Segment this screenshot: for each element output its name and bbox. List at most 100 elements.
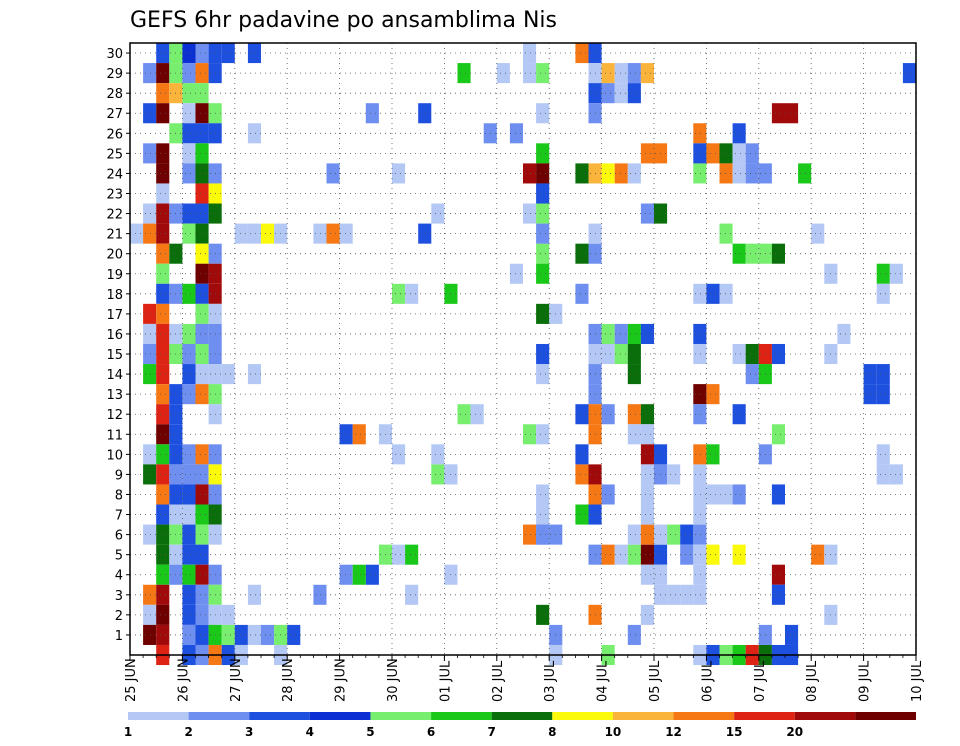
x-tick-label: 27 JUN (229, 658, 244, 702)
heatmap-cell (811, 223, 825, 244)
x-tick-label: 03 JUL (543, 660, 558, 702)
heatmap-cell (182, 484, 196, 505)
heatmap-cell (470, 404, 484, 425)
y-tick-label: 17 (106, 308, 123, 323)
heatmap-cell (876, 444, 890, 465)
heatmap-cell (640, 504, 654, 525)
colorbar-label: 7 (488, 725, 496, 739)
heatmap-cell (667, 584, 681, 605)
heatmap-cell (195, 123, 209, 144)
heatmap-cell (575, 243, 589, 264)
chart-title: GEFS 6hr padavine po ansamblima Nis (130, 8, 557, 33)
heatmap-cell (392, 283, 406, 304)
heatmap-cell (523, 424, 537, 445)
heatmap-cell (693, 504, 707, 525)
colorbar-label: 4 (306, 725, 314, 739)
heatmap-cell (771, 584, 785, 605)
heatmap-cell (182, 323, 196, 344)
heatmap-cell (195, 544, 209, 565)
heatmap-cell (876, 263, 890, 284)
heatmap-cell (195, 504, 209, 525)
heatmap-cell (693, 524, 707, 545)
x-tick-label: 29 JUN (334, 658, 349, 702)
heatmap-cell (732, 404, 746, 425)
heatmap-cell (837, 323, 851, 344)
heatmap-cell (143, 464, 157, 485)
heatmap-cell (719, 223, 733, 244)
heatmap-cell (536, 303, 550, 324)
heatmap-cell (876, 384, 890, 405)
colorbar-swatch (552, 712, 613, 720)
y-tick-label: 14 (106, 368, 123, 383)
colorbar-swatch (734, 712, 795, 720)
heatmap-cell (745, 243, 759, 264)
heatmap-cell (182, 223, 196, 244)
colorbar-swatch (370, 712, 432, 720)
heatmap-cell (706, 484, 720, 505)
heatmap-cell (627, 364, 641, 385)
y-tick-label: 2 (115, 609, 123, 624)
y-tick-label: 9 (115, 468, 123, 483)
colorbar-swatch (431, 712, 492, 720)
colorbar-swatch (309, 712, 371, 720)
heatmap-cell (156, 283, 170, 304)
heatmap-cell (575, 163, 589, 184)
heatmap-cell (247, 584, 261, 605)
heatmap-cell (719, 484, 733, 505)
colorbar: 1 2 3 4 5 6 7 8 10 12 15 20 (124, 712, 916, 739)
heatmap-cell (771, 343, 785, 365)
heatmap-cell (182, 464, 196, 485)
heatmap-cell (523, 43, 537, 64)
colorbar-label: 5 (366, 725, 374, 739)
heatmap-cell (627, 424, 641, 445)
heatmap-cell (195, 63, 209, 84)
heatmap-cell (640, 444, 654, 465)
heatmap-cell (536, 364, 550, 385)
heatmap-cell (156, 223, 170, 244)
heatmap-cell (156, 464, 170, 485)
y-tick-label: 30 (106, 47, 123, 62)
heatmap-cell (182, 604, 196, 625)
heatmap-cell (680, 544, 694, 565)
heatmap-cell (627, 343, 641, 365)
heatmap-cell (745, 364, 759, 385)
heatmap-cell (195, 83, 209, 104)
heatmap-cell (234, 624, 248, 645)
heatmap-cell (182, 364, 196, 385)
heatmap-cell (195, 444, 209, 465)
heatmap-cell (431, 444, 445, 465)
heatmap-cell (575, 464, 589, 485)
heatmap-cell (523, 63, 537, 84)
heatmap-cell (326, 223, 340, 244)
heatmap-cell (627, 163, 641, 184)
heatmap-cell (365, 103, 379, 124)
heatmap-cell (693, 464, 707, 485)
heatmap-cell (195, 343, 209, 365)
heatmap-cell (156, 203, 170, 224)
x-tick-label: 07 JUL (753, 660, 768, 702)
colorbar-label: 2 (184, 725, 192, 739)
y-tick-label: 7 (115, 509, 123, 524)
heatmap-cell (195, 624, 209, 645)
heatmap-cell (496, 63, 510, 84)
heatmap-cell (182, 624, 196, 645)
heatmap-cell (156, 63, 170, 84)
heatmap-cell (195, 564, 209, 585)
colorbar-label: 1 (124, 725, 132, 739)
x-tick-label: 08 JUL (805, 660, 820, 702)
heatmap-cell (143, 103, 157, 124)
heatmap-cell (182, 343, 196, 365)
heatmap-cell (221, 364, 235, 385)
y-tick-label: 27 (106, 107, 123, 122)
heatmap-cell (143, 143, 157, 164)
heatmap-cell (745, 163, 759, 184)
heatmap-cell (143, 604, 157, 625)
colorbar-swatch (128, 712, 189, 720)
heatmap-cell (876, 364, 890, 385)
heatmap-cell (745, 343, 759, 365)
x-tick-label: 01 JUL (438, 660, 453, 702)
heatmap-cell (221, 604, 235, 625)
heatmap-cell (693, 484, 707, 505)
heatmap-cell (405, 544, 419, 565)
